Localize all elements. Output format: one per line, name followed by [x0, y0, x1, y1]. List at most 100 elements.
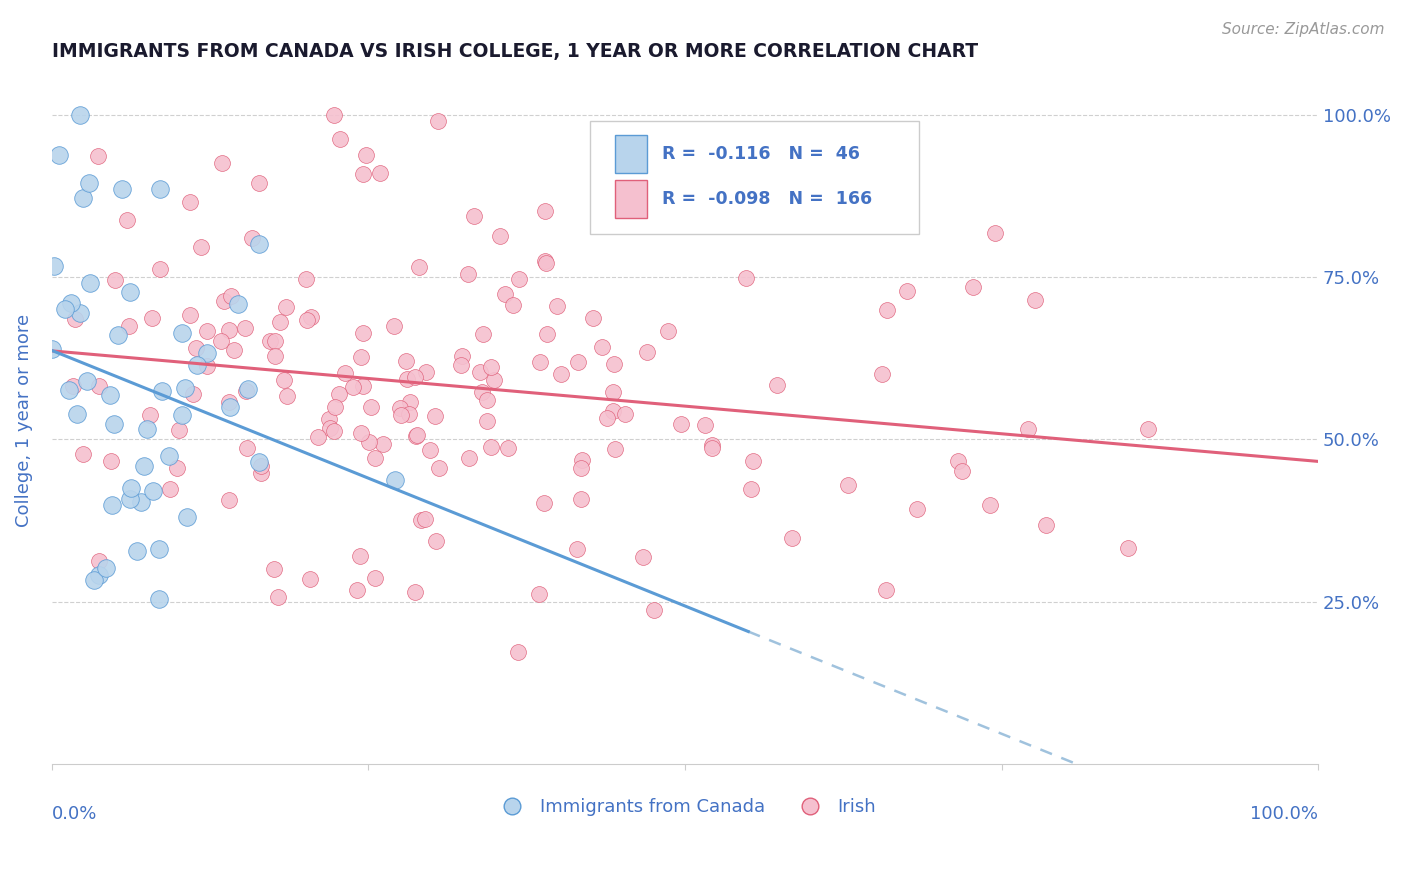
- Point: [211, 155, 233, 169]
- Point: [323, 425, 346, 439]
- Point: [172, 408, 194, 422]
- Point: [346, 583, 368, 598]
- Point: [150, 384, 173, 399]
- Point: [1116, 541, 1139, 555]
- Point: [876, 302, 898, 317]
- Point: [342, 379, 364, 393]
- Point: [190, 240, 212, 254]
- Point: [96, 561, 118, 575]
- Point: [295, 313, 318, 327]
- Point: [352, 167, 374, 181]
- Point: [159, 482, 181, 496]
- Point: [236, 382, 259, 396]
- Point: [100, 454, 122, 468]
- Point: [357, 435, 380, 450]
- Point: [118, 491, 141, 506]
- Point: [77, 177, 100, 191]
- Point: [765, 378, 787, 392]
- Point: [458, 451, 481, 466]
- Point: [115, 213, 138, 227]
- Point: [247, 455, 270, 469]
- Point: [415, 365, 437, 379]
- Point: [529, 354, 551, 368]
- Point: [142, 483, 165, 498]
- Point: [103, 417, 125, 431]
- Point: [125, 543, 148, 558]
- Point: [702, 441, 724, 455]
- Point: [247, 237, 270, 252]
- Point: [946, 454, 969, 468]
- Point: [55, 302, 77, 317]
- Point: [41, 342, 63, 356]
- FancyBboxPatch shape: [591, 121, 920, 235]
- Point: [226, 297, 249, 311]
- Point: [657, 324, 679, 338]
- Point: [295, 271, 318, 285]
- Point: [984, 226, 1007, 240]
- Point: [614, 407, 637, 421]
- Point: [186, 358, 208, 372]
- Point: [470, 365, 492, 379]
- Point: [1035, 518, 1057, 533]
- Point: [107, 328, 129, 343]
- Point: [48, 147, 70, 161]
- Point: [235, 441, 257, 455]
- Point: [546, 299, 568, 313]
- Point: [195, 346, 218, 360]
- Point: [1024, 293, 1046, 307]
- Point: [179, 308, 201, 322]
- Point: [62, 379, 84, 393]
- Point: [471, 385, 494, 400]
- Point: [404, 584, 426, 599]
- Point: [110, 182, 132, 196]
- Text: 0.0%: 0.0%: [52, 805, 97, 823]
- Text: Source: ZipAtlas.com: Source: ZipAtlas.com: [1222, 22, 1385, 37]
- Point: [267, 590, 290, 604]
- Point: [534, 256, 557, 270]
- Point: [274, 300, 297, 314]
- Point: [250, 466, 273, 480]
- Point: [101, 498, 124, 512]
- Point: [408, 260, 430, 274]
- Point: [534, 253, 557, 268]
- Point: [360, 401, 382, 415]
- Point: [700, 438, 723, 452]
- Point: [494, 286, 516, 301]
- Point: [169, 423, 191, 437]
- Point: [571, 452, 593, 467]
- Point: [411, 513, 433, 527]
- Point: [896, 285, 918, 299]
- Point: [567, 355, 589, 369]
- Point: [471, 326, 494, 341]
- Text: 100.0%: 100.0%: [1250, 805, 1319, 823]
- Point: [399, 395, 422, 409]
- Point: [475, 414, 498, 428]
- Point: [571, 460, 593, 475]
- Point: [118, 285, 141, 300]
- Point: [693, 418, 716, 433]
- Point: [384, 473, 406, 487]
- Point: [643, 603, 665, 617]
- Point: [905, 502, 928, 516]
- Point: [129, 495, 152, 509]
- Point: [87, 379, 110, 393]
- Point: [404, 370, 426, 384]
- Point: [534, 203, 557, 218]
- Point: [395, 353, 418, 368]
- Point: [66, 408, 89, 422]
- Point: [349, 426, 371, 441]
- Point: [602, 385, 624, 400]
- Point: [166, 461, 188, 475]
- Point: [86, 149, 108, 163]
- Legend: Immigrants from Canada, Irish: Immigrants from Canada, Irish: [486, 791, 883, 823]
- Bar: [616, 179, 647, 218]
- Point: [423, 409, 446, 424]
- Point: [157, 449, 180, 463]
- Point: [596, 411, 619, 425]
- Point: [307, 430, 329, 444]
- Point: [218, 323, 240, 337]
- Point: [72, 191, 94, 205]
- Point: [72, 447, 94, 461]
- Point: [172, 326, 194, 341]
- Point: [249, 176, 271, 190]
